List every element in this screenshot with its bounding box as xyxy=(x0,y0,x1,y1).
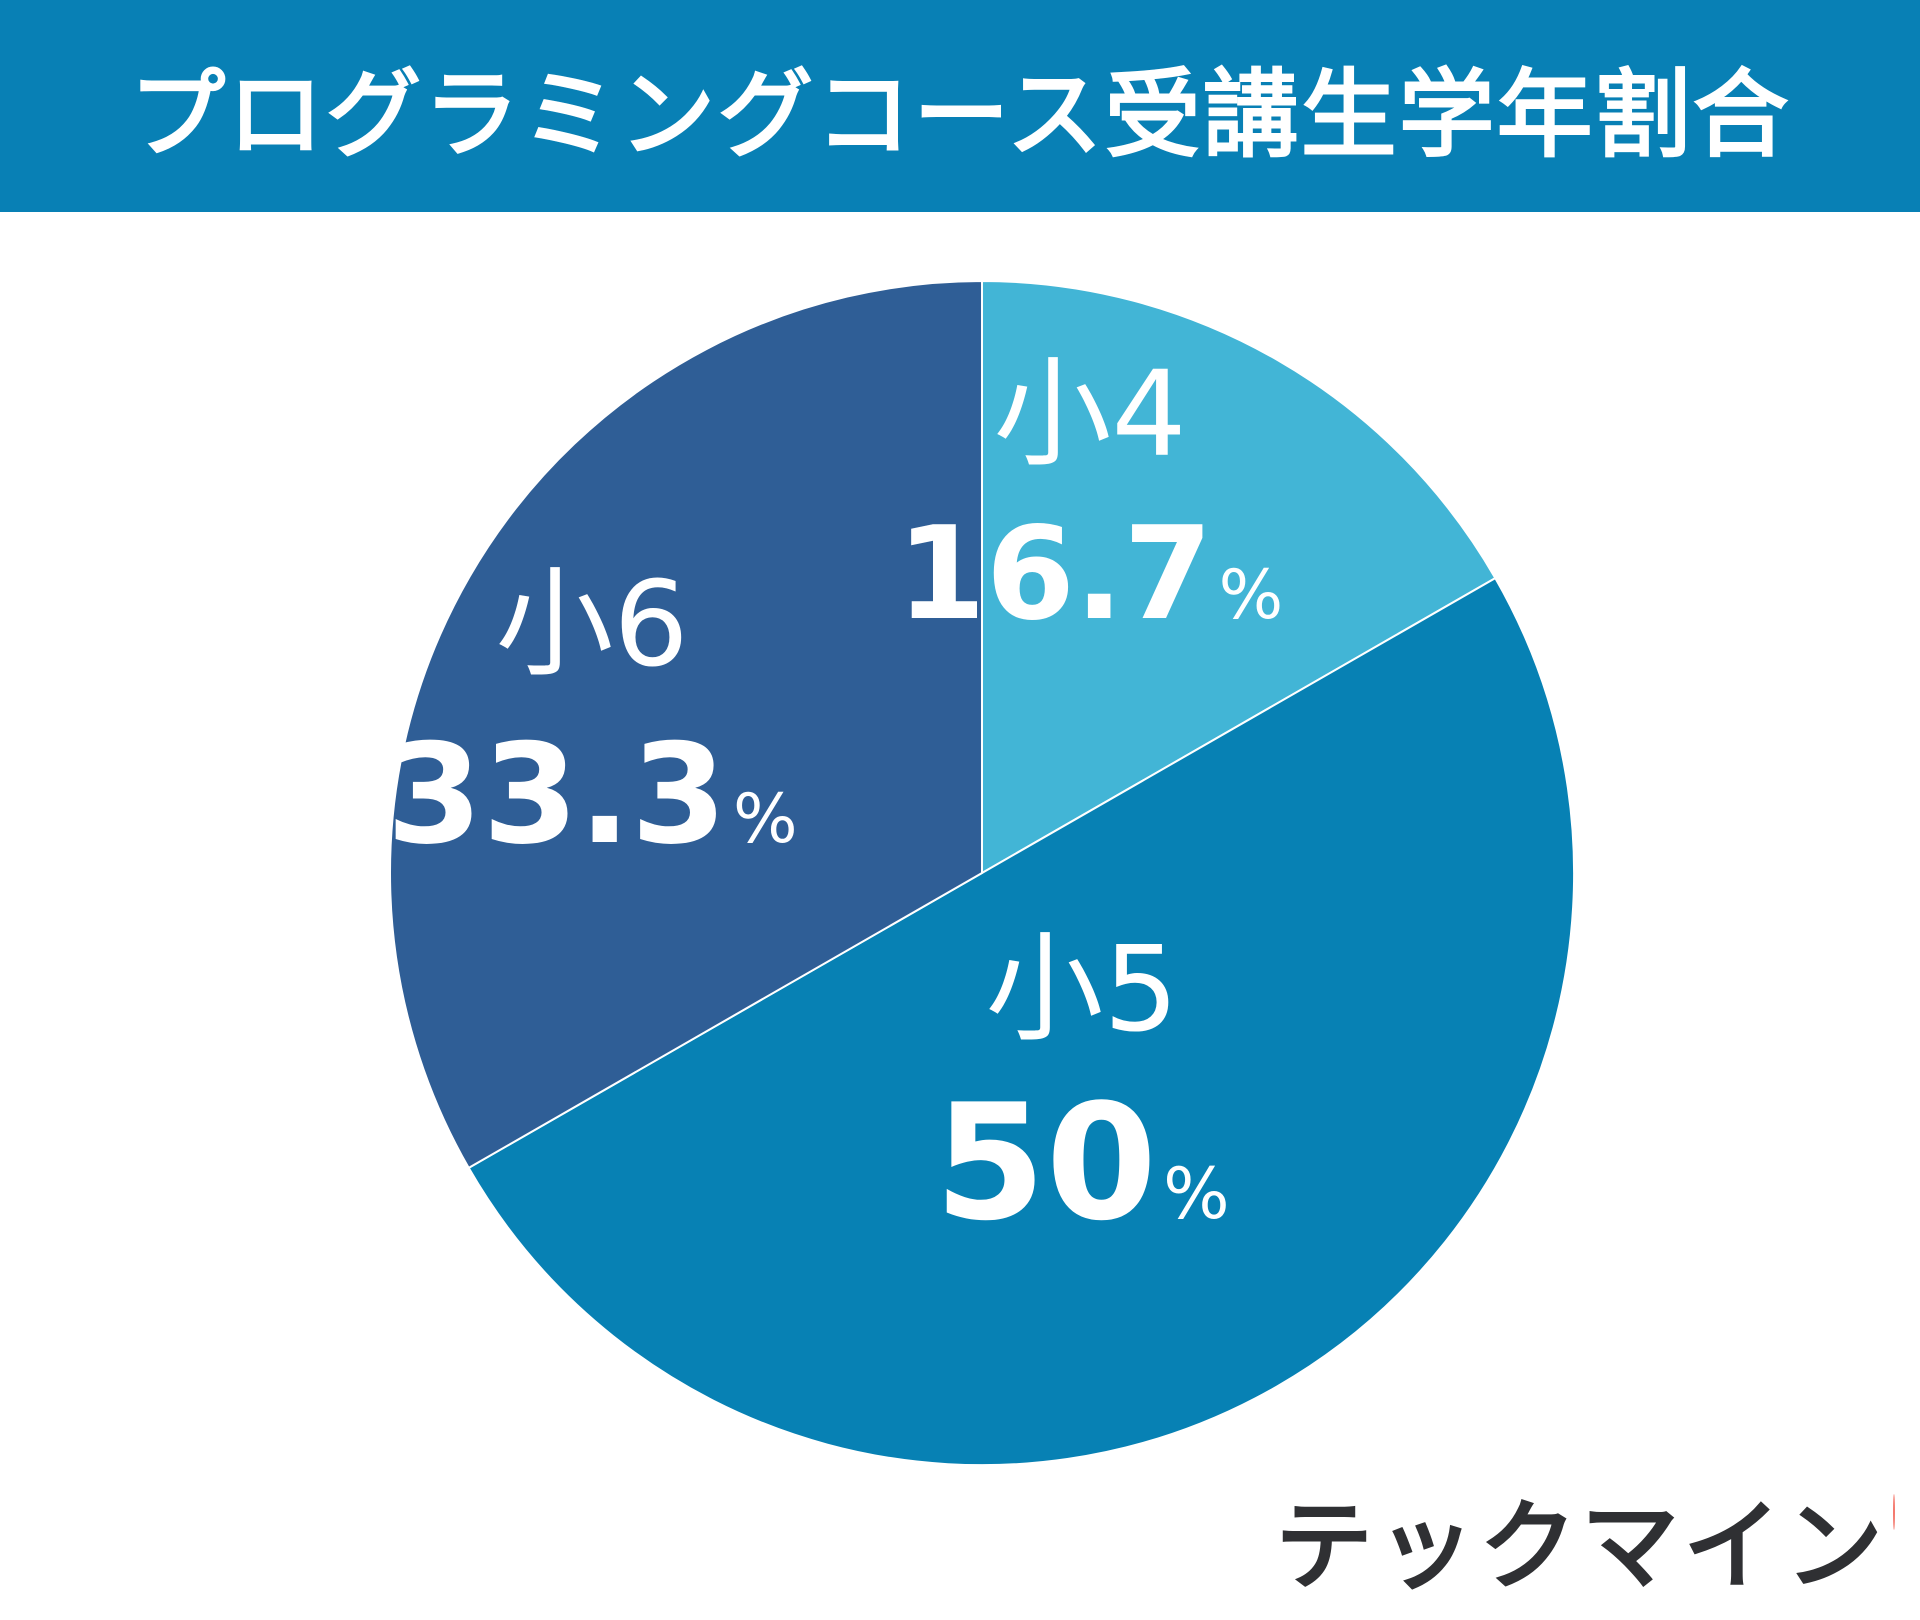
slice-category-label: 小4 xyxy=(993,345,1186,483)
pie-slice-3 xyxy=(389,279,983,1170)
pie-slice-1 xyxy=(981,279,1497,875)
slice-unit-label: % xyxy=(1163,1153,1230,1235)
slice-unit-label: % xyxy=(733,780,798,859)
brand-logo: テックマイン xyxy=(1275,1478,1895,1604)
pie-slice-2 xyxy=(467,576,1575,1466)
slice-category-label: 小6 xyxy=(495,555,688,693)
chart-title-bar: プログラミングコース受講生学年割合 xyxy=(0,0,1920,212)
brand-logo-dot xyxy=(1893,1494,1895,1530)
slice-value-label: 16.7% xyxy=(897,500,1283,649)
brand-logo-text: テックマイン xyxy=(1275,1490,1888,1604)
slice-category-label: 小5 xyxy=(985,920,1178,1058)
chart-title: プログラミングコース受講生学年割合 xyxy=(129,58,1791,171)
slice-unit-label: % xyxy=(1219,556,1284,635)
pie-slices xyxy=(389,279,1575,1466)
